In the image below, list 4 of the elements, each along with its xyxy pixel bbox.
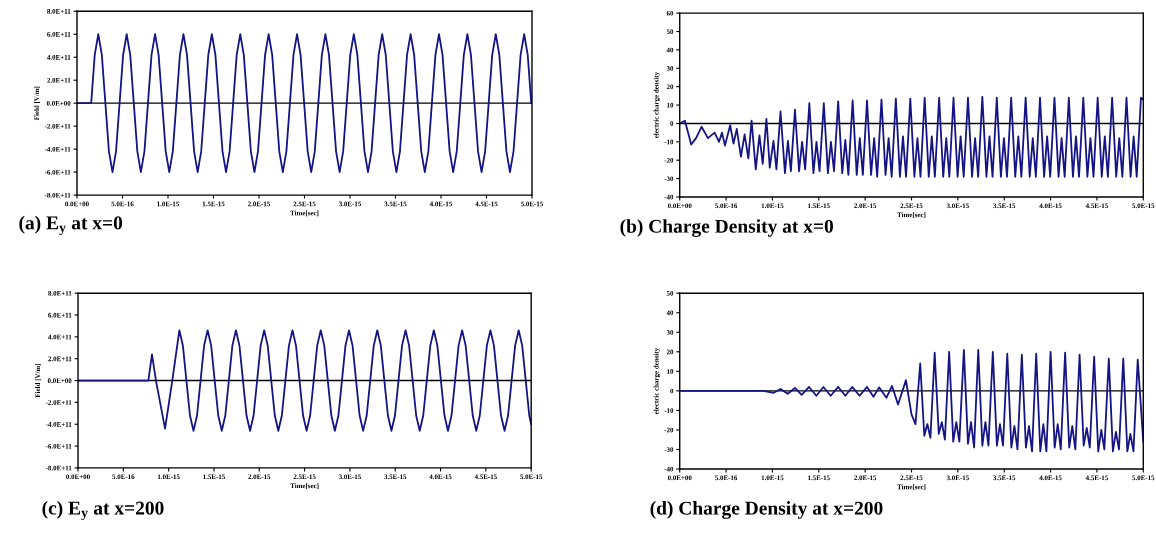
text: (d) Charge Density at x=200: [650, 501, 883, 519]
text: (a) E$_{y}$ at x=0: [19, 215, 123, 235]
text: (c) E$_{y}$ at x=200: [42, 500, 164, 521]
text: (b) Charge Density at x=0: [620, 219, 834, 237]
